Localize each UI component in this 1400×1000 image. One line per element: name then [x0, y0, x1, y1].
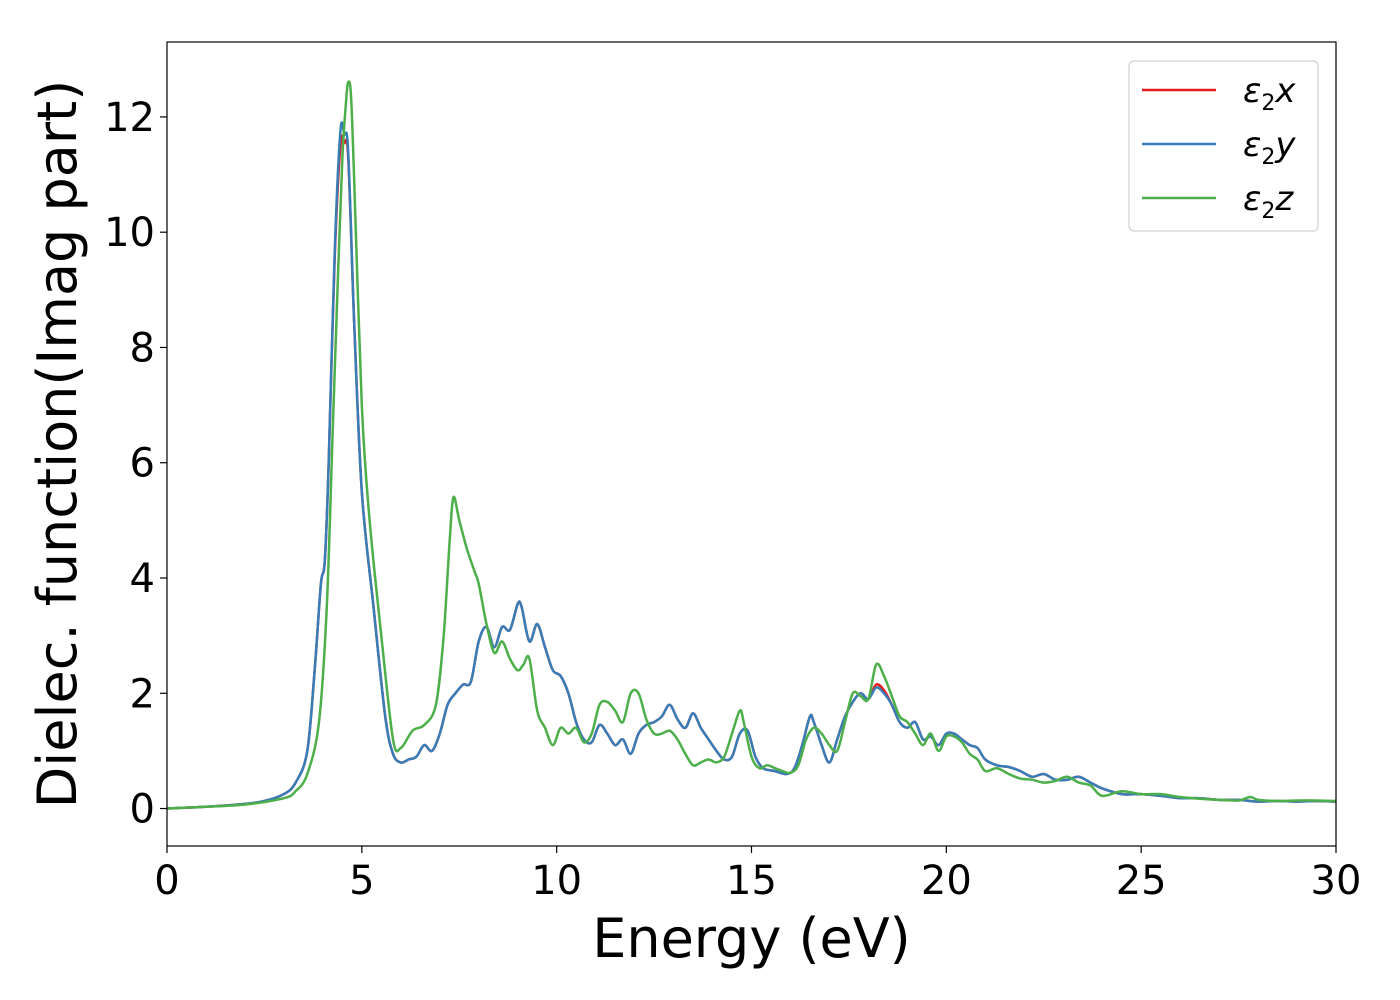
series-lines	[166, 80, 1337, 810]
legend-label-z-axis: z	[1274, 179, 1294, 219]
series-line-y	[166, 121, 1337, 810]
legend-label-y-base: ε	[1243, 125, 1261, 165]
legend: ε2x ε2y ε2z	[1128, 60, 1319, 232]
legend-label-z-sub: 2	[1261, 199, 1275, 224]
y-axis-title: Dielec. function(Imag part)	[26, 80, 89, 809]
axis-ticks: 0 5 10 15 20 25 30 0 2 4 6 8 10 12	[104, 95, 1361, 904]
legend-box	[1128, 60, 1319, 232]
x-tick-label: 20	[921, 858, 972, 904]
series-line-z	[166, 80, 1337, 810]
y-tick-label: 4	[130, 556, 155, 602]
legend-entry-x: ε2x	[1142, 71, 1296, 116]
x-tick-label: 15	[726, 858, 777, 904]
legend-label-y-axis: y	[1274, 125, 1296, 165]
series-line-x	[166, 134, 1337, 810]
y-tick-label: 2	[130, 671, 155, 717]
x-axis-title: Energy (eV)	[592, 907, 911, 970]
legend-label-y: ε2y	[1243, 125, 1296, 170]
x-tick-label: 10	[531, 858, 582, 904]
x-tick-label: 30	[1311, 858, 1362, 904]
legend-label-x-sub: 2	[1261, 91, 1275, 116]
y-tick-label: 8	[130, 325, 155, 371]
y-tick-label: 0	[130, 787, 155, 833]
y-tick-label: 12	[104, 95, 155, 141]
x-tick-label: 25	[1116, 858, 1167, 904]
y-tick-label: 6	[130, 441, 155, 487]
legend-entry-y: ε2y	[1142, 125, 1296, 170]
legend-label-x-axis: x	[1274, 71, 1296, 111]
plot-frame	[166, 41, 1337, 847]
legend-label-y-sub: 2	[1261, 145, 1275, 170]
y-tick-label: 10	[104, 210, 155, 256]
legend-entry-z: ε2z	[1142, 179, 1294, 224]
x-tick-label: 5	[349, 858, 374, 904]
legend-label-x: ε2x	[1243, 71, 1296, 116]
legend-label-z-base: ε	[1243, 179, 1261, 219]
legend-label-z: ε2z	[1243, 179, 1294, 224]
legend-label-x-base: ε	[1243, 71, 1261, 111]
x-tick-label: 0	[154, 858, 179, 904]
